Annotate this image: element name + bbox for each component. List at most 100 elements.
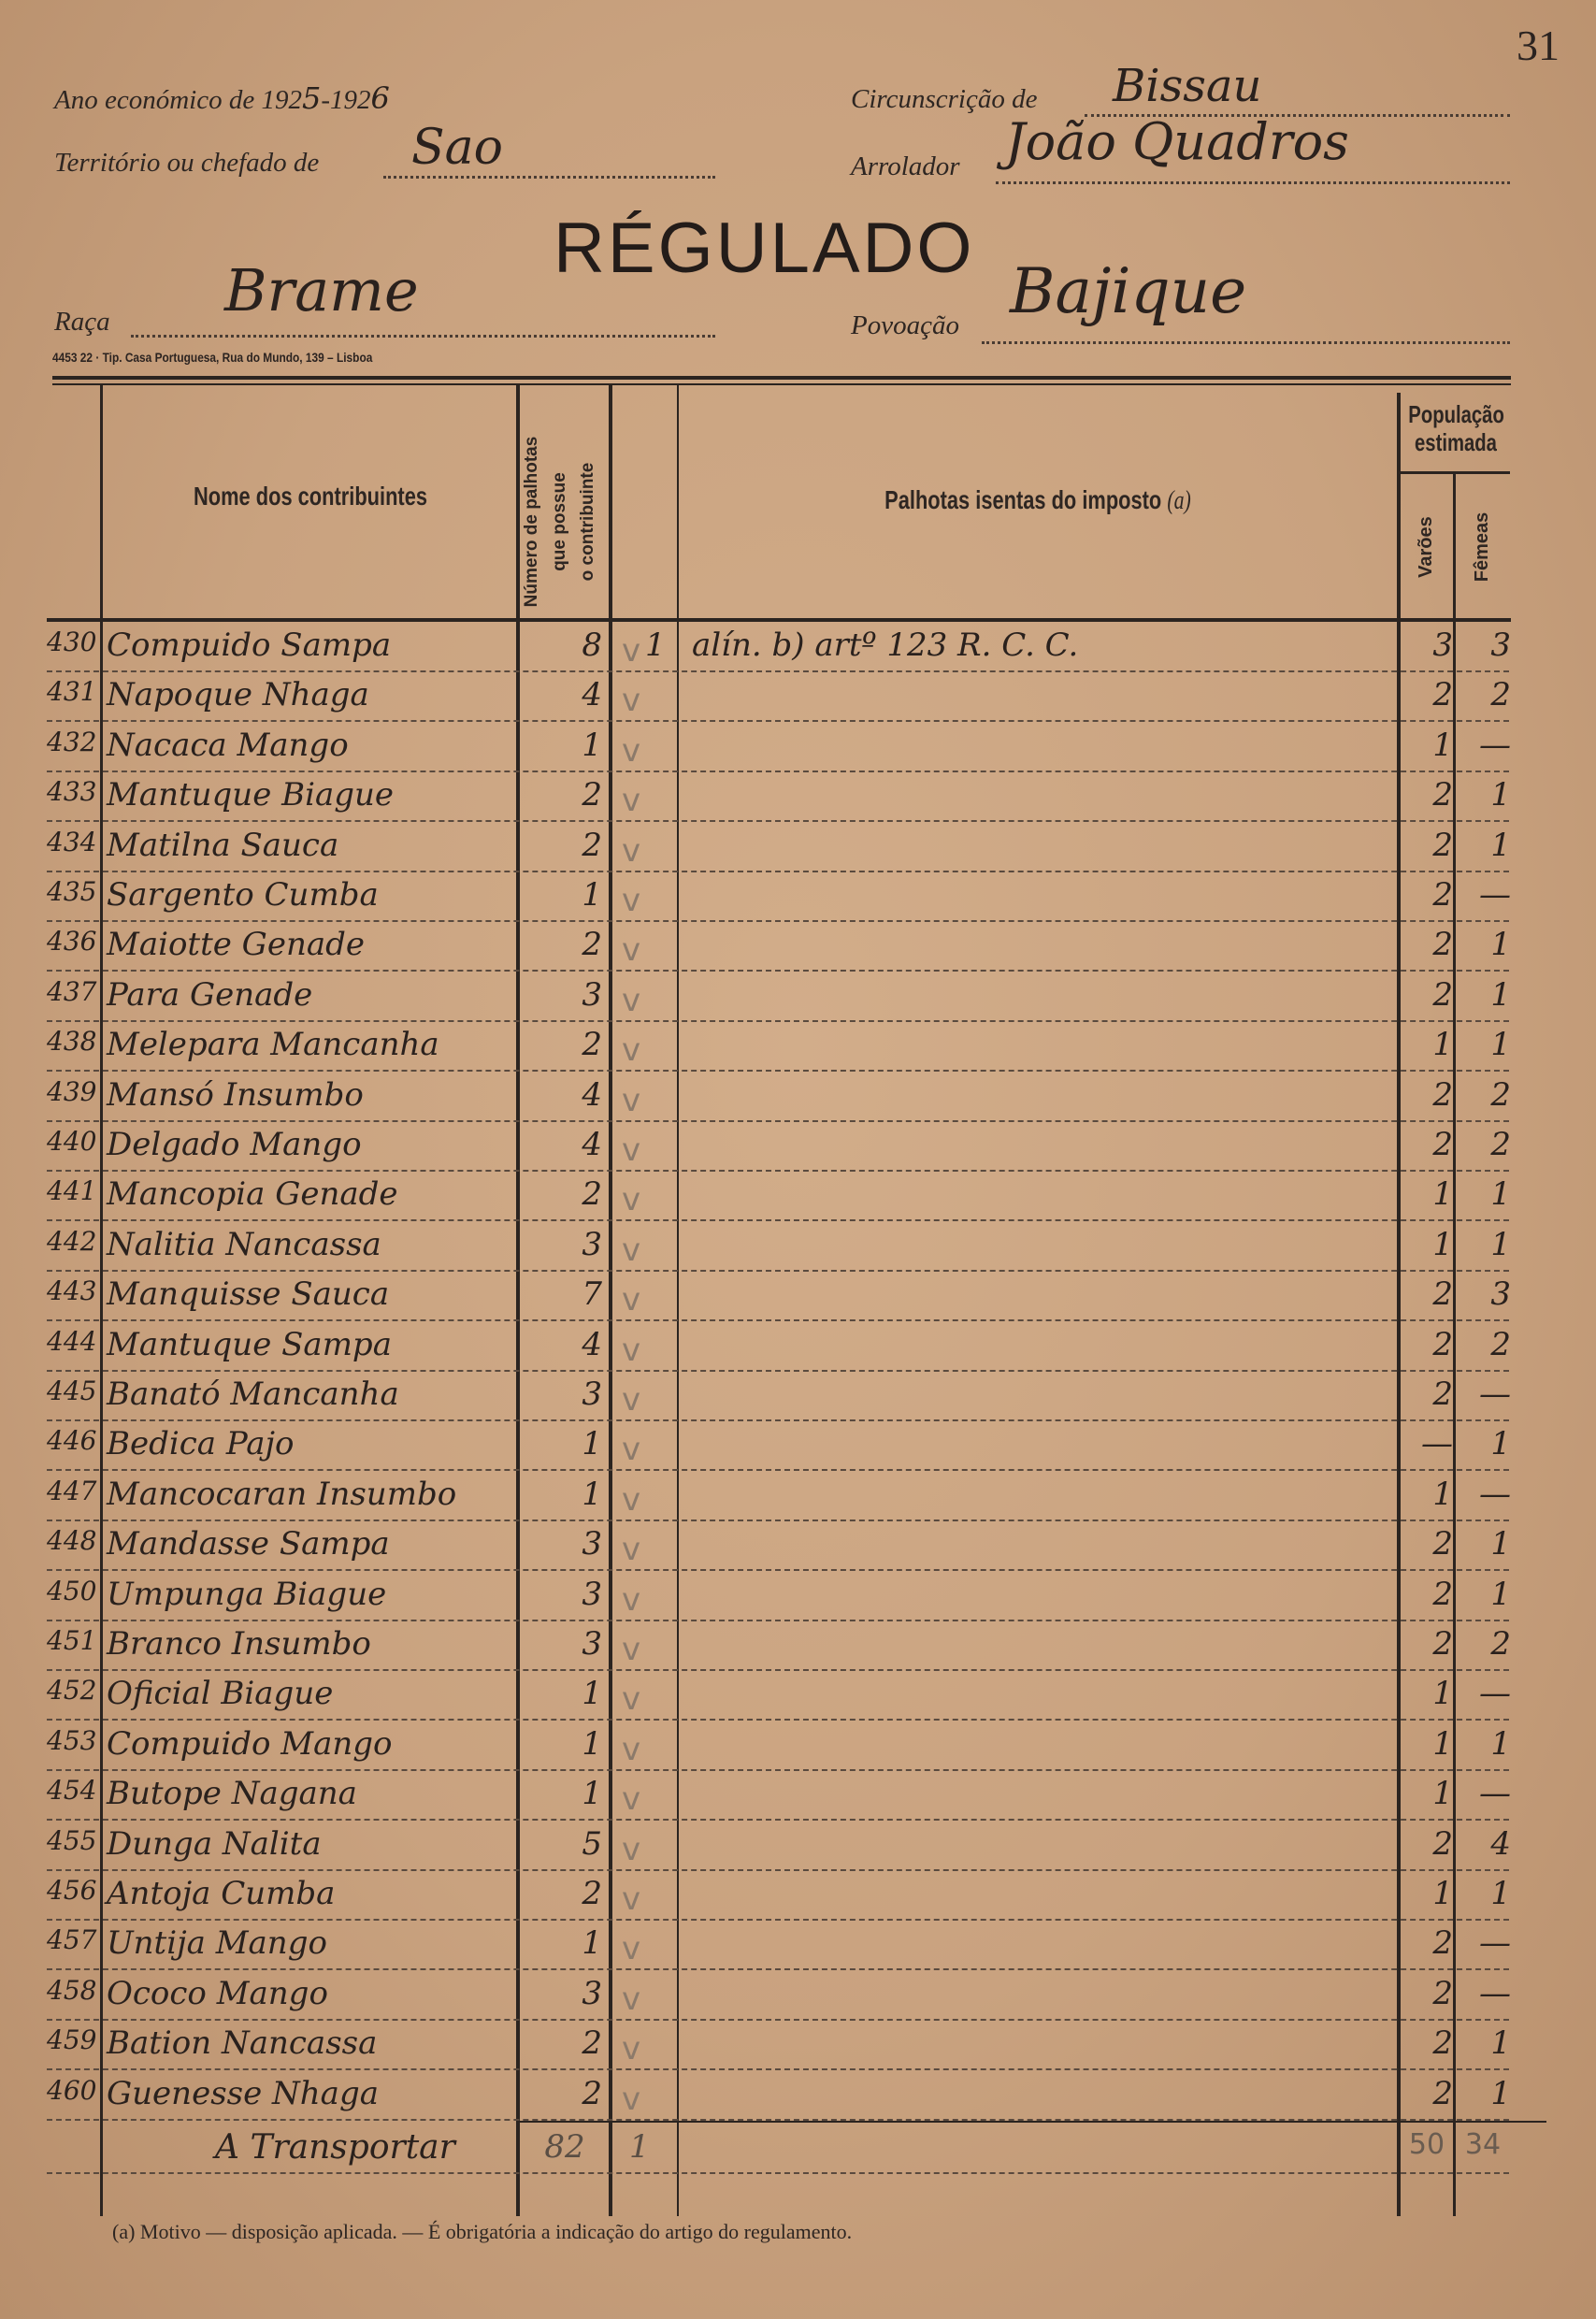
- femeas-count: 1: [1490, 1525, 1511, 1563]
- femeas-count: 1: [1490, 1875, 1511, 1912]
- ano-label: Ano económico de 192: [54, 85, 302, 115]
- check-mark-icon: v: [622, 1780, 641, 1819]
- femeas-count: 1: [1490, 926, 1511, 964]
- varoes-count: 1: [1432, 726, 1453, 764]
- palhotas-count: 3: [582, 1974, 602, 2012]
- femeas-count: —: [1479, 1675, 1511, 1713]
- check-mark-icon: v: [622, 782, 641, 820]
- row-number: 450: [47, 1575, 97, 1606]
- palhotas-count: 5: [582, 1824, 602, 1863]
- contribuinte-name: Mantuque Biague: [107, 776, 395, 814]
- povoacao-line: Bajique: [982, 255, 1510, 344]
- ano-economico-field: Ano económico de 1925-1926: [54, 80, 390, 116]
- povoacao-label: Povoação: [851, 310, 959, 340]
- header-populacao-line1: População: [1408, 400, 1504, 428]
- check-mark-icon: v: [622, 1631, 641, 1668]
- femeas-count: 3: [1490, 1275, 1511, 1314]
- circunscricao-line: Bissau: [1085, 60, 1510, 117]
- varoes-count: 2: [1432, 676, 1453, 714]
- footnote: (a) Motivo — disposição aplicada. — É ob…: [112, 2220, 853, 2243]
- femeas-count: —: [1479, 1475, 1511, 1513]
- varoes-count: 2: [1432, 876, 1453, 914]
- header-numero-line2: que possue: [550, 472, 569, 571]
- contribuinte-name: Napoque Nhaga: [107, 676, 369, 714]
- check-mark-icon: v: [622, 1031, 641, 1070]
- varoes-count: 2: [1432, 1625, 1453, 1663]
- varoes-count: 2: [1432, 826, 1453, 864]
- varoes-count: 1: [1432, 1225, 1453, 1263]
- contribuinte-name: Umpunga Biague: [107, 1575, 387, 1613]
- contribuinte-name: Butope Nagana: [107, 1775, 357, 1813]
- varoes-count: 2: [1432, 1525, 1453, 1563]
- femeas-count: 1: [1490, 1175, 1511, 1214]
- ano-separator: -192: [321, 85, 371, 115]
- contribuinte-name: Guenesse Nhaga: [107, 2074, 379, 2112]
- contribuinte-name: Bation Nancassa: [107, 2024, 378, 2063]
- row-number: 431: [47, 676, 97, 708]
- femeas-count: 1: [1490, 2024, 1511, 2063]
- contribuinte-name: Maiotte Genade: [107, 926, 366, 964]
- palhotas-count: 1: [582, 1924, 602, 1963]
- page-number: 31: [1517, 22, 1560, 69]
- palhotas-count: 2: [582, 1875, 602, 1912]
- table-top-rule-2: [52, 383, 1511, 385]
- femeas-count: 1: [1490, 776, 1511, 814]
- palhotas-count: 4: [582, 1325, 602, 1363]
- table-row: 444 Mantuque Sampa 4 2 2 v: [47, 1320, 1511, 1372]
- table-row: 450 Umpunga Biague 3 2 1 v: [47, 1570, 1511, 1621]
- femeas-count: —: [1479, 1974, 1511, 2012]
- table-row: 433 Mantuque Biague 2 2 1 v: [47, 771, 1511, 823]
- contribuinte-name: Manquisse Sauca: [107, 1275, 390, 1314]
- palhotas-count: 2: [582, 2024, 602, 2063]
- contribuinte-name: Bedica Pajo: [107, 1425, 295, 1463]
- palhotas-count: 4: [582, 1126, 602, 1163]
- palhotas-count: 1: [582, 1475, 602, 1513]
- row-number: 459: [47, 2024, 97, 2056]
- femeas-count: 4: [1490, 1824, 1511, 1863]
- table-row: 453 Compuido Mango 1 1 1 v: [47, 1720, 1511, 1771]
- palhotas-count: 7: [582, 1275, 602, 1314]
- varoes-count: 3: [1432, 627, 1453, 664]
- palhotas-count: 1: [582, 876, 602, 914]
- femeas-count: 2: [1490, 1625, 1511, 1663]
- territorio-label: Território ou chefado de: [54, 148, 320, 178]
- document-title: RÉGULADO: [554, 209, 975, 288]
- varoes-count: 1: [1432, 1175, 1453, 1214]
- femeas-count: 1: [1490, 2074, 1511, 2112]
- contribuinte-name: Mansó Insumbo: [107, 1075, 364, 1114]
- femeas-count: 3: [1490, 627, 1511, 664]
- varoes-count: —: [1421, 1425, 1453, 1463]
- row-number: 433: [47, 776, 97, 808]
- totals-row: A Transportar 82 1 50 34: [47, 2123, 1509, 2174]
- row-number: 439: [47, 1075, 97, 1107]
- table-row: 458 Ococo Mango 3 2 — v: [47, 1969, 1511, 2021]
- varoes-count: 1: [1432, 1724, 1453, 1763]
- palhotas-count: 3: [582, 1225, 602, 1263]
- povoacao-value: Bajique: [1010, 255, 1247, 327]
- check-mark-icon: v: [622, 1181, 641, 1219]
- femeas-count: 2: [1490, 1126, 1511, 1163]
- table-row: 432 Nacaca Mango 1 1 — v: [47, 721, 1511, 772]
- table-row: 456 Antoja Cumba 2 1 1 v: [47, 1869, 1511, 1921]
- table-row: 446 Bedica Pajo 1—1 v: [47, 1419, 1511, 1472]
- row-number: 457: [47, 1924, 97, 1956]
- row-number: 436: [47, 926, 97, 958]
- table-row: 455 Dunga Nalita 5 2 4 v: [47, 1820, 1511, 1871]
- table-row: 445 Banató Mancanha 3 2 — v: [47, 1370, 1511, 1421]
- table-row: 440 Delgado Mango 4 2 2 v: [47, 1120, 1511, 1172]
- varoes-count: 2: [1432, 1075, 1453, 1114]
- table-row: 459 Bation Nancassa 2 2 1 v: [47, 2019, 1511, 2071]
- row-number: 437: [47, 975, 97, 1007]
- femeas-count: 1: [1490, 1026, 1511, 1064]
- check-mark-icon: v: [622, 1281, 641, 1319]
- row-number: 451: [47, 1625, 97, 1656]
- palhotas-count: 1: [582, 1675, 602, 1713]
- palhotas-count: 3: [582, 1525, 602, 1563]
- table-top-rule: [52, 376, 1511, 380]
- row-number: 444: [47, 1325, 97, 1357]
- raca-label: Raça: [54, 307, 110, 337]
- palhotas-count: 2: [582, 926, 602, 964]
- palhotas-count: 3: [582, 1575, 602, 1613]
- check-mark-icon: v: [622, 981, 641, 1019]
- col-divider-numero: [609, 385, 612, 2216]
